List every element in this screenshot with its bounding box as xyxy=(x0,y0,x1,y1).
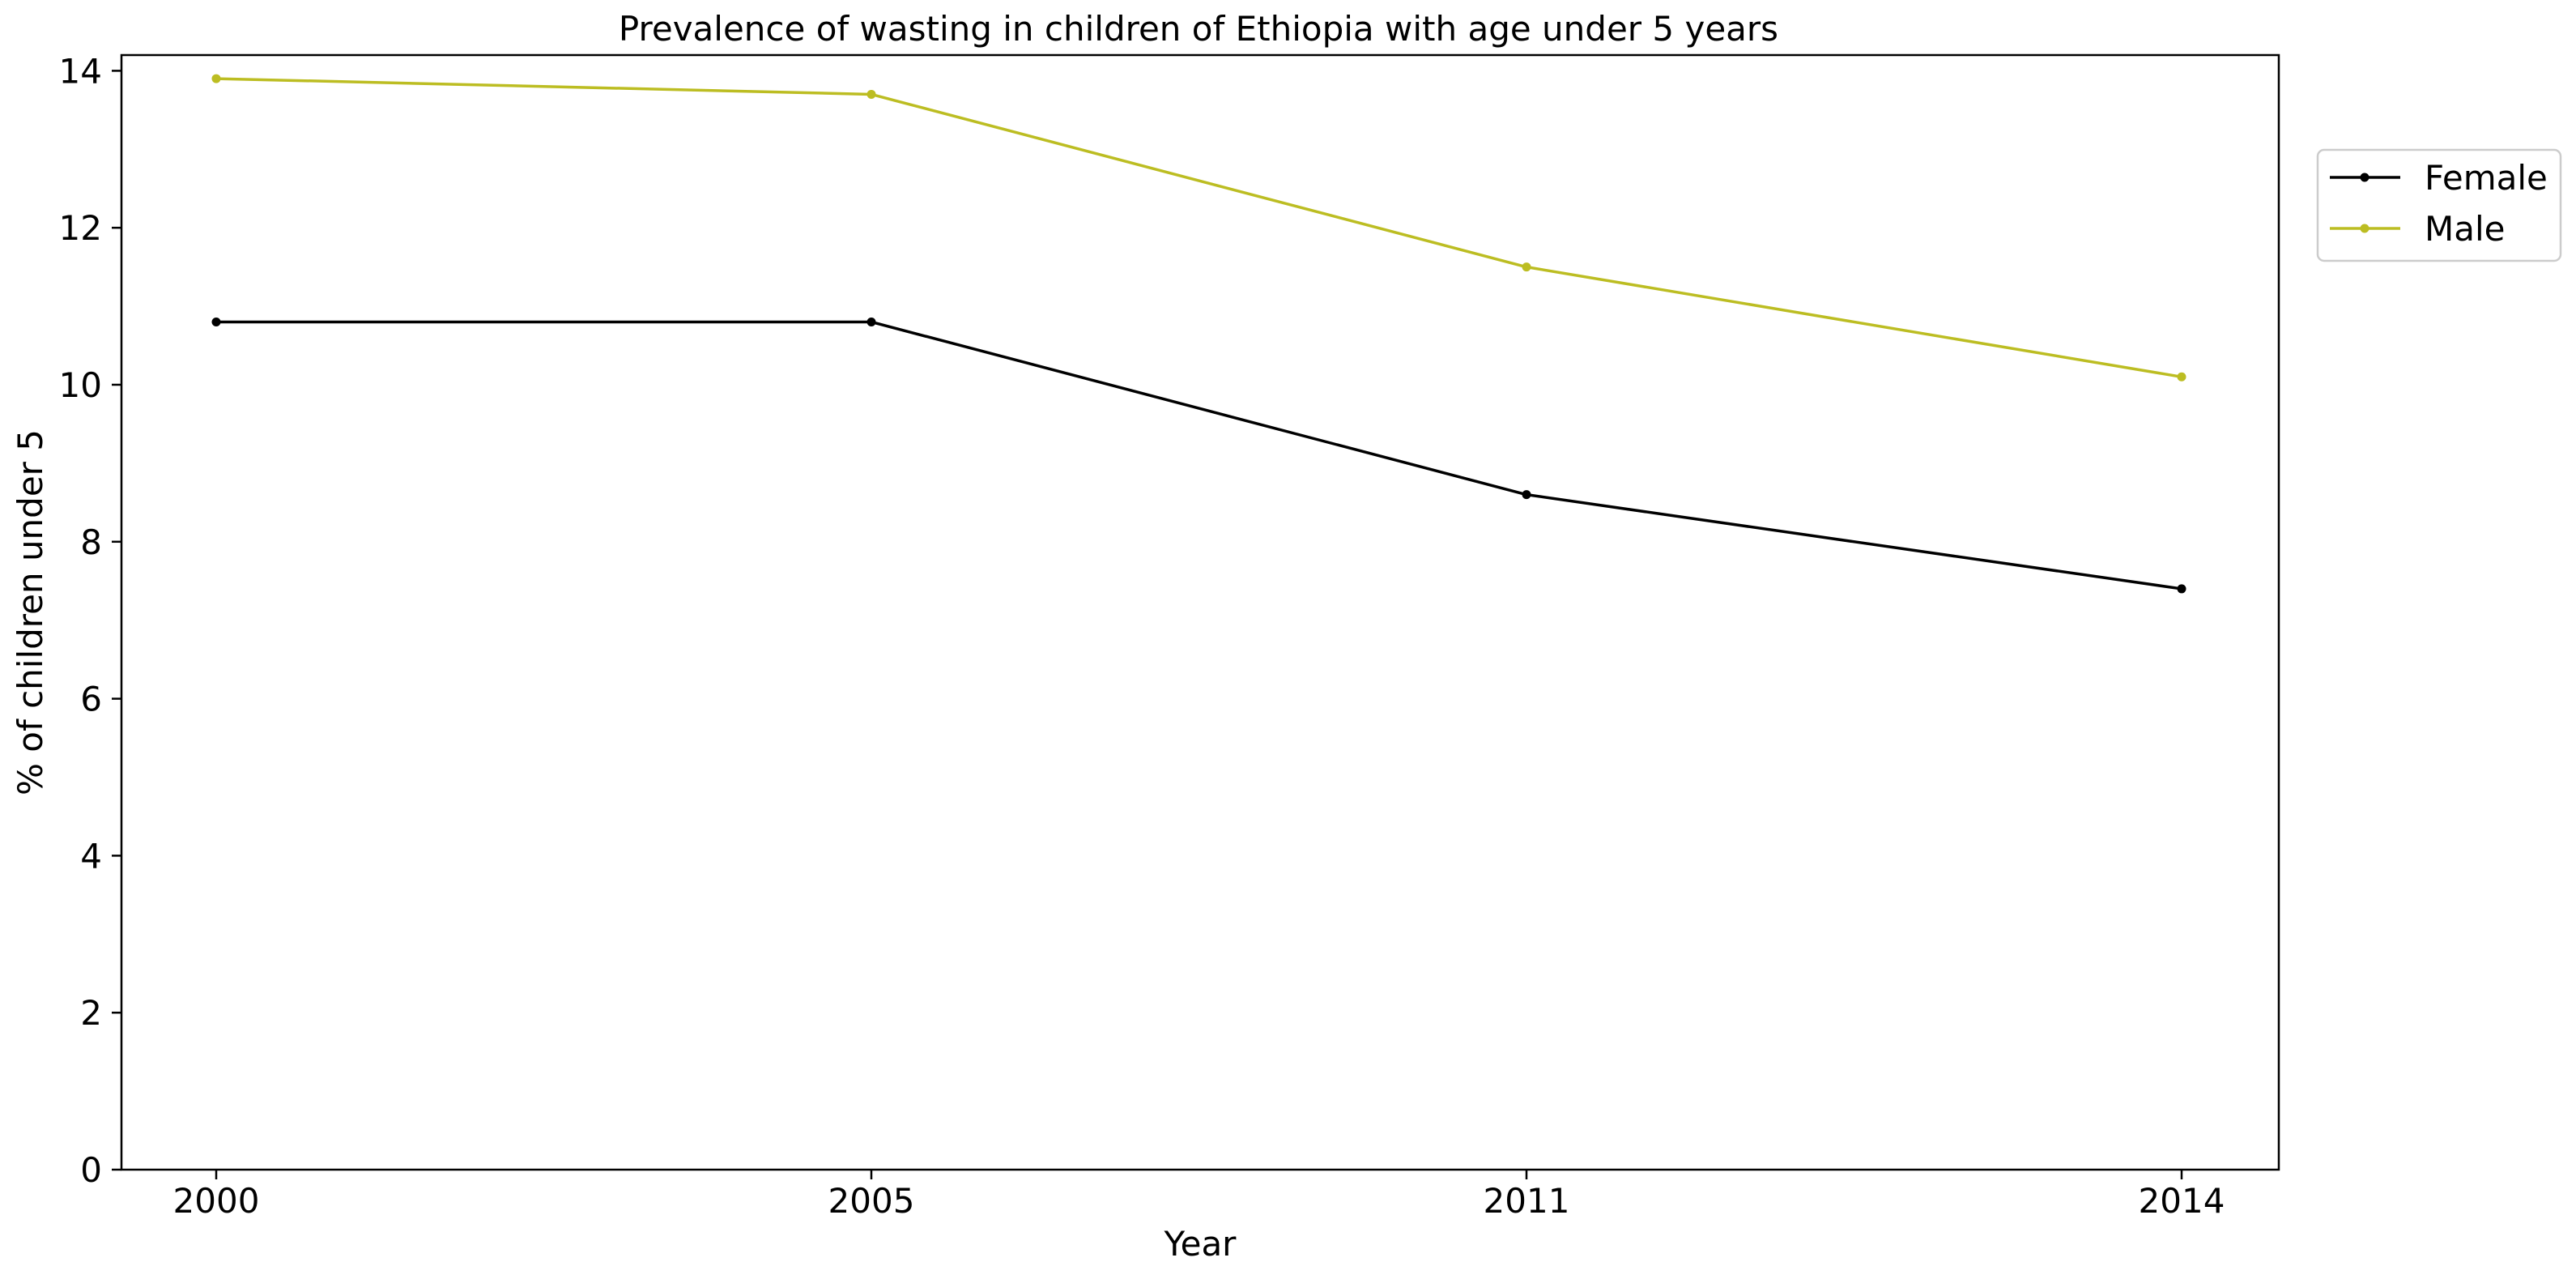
data-point-female xyxy=(1522,490,1531,500)
legend: Female Male xyxy=(2316,148,2562,262)
x-tick-label: 2000 xyxy=(173,1181,260,1221)
series-line-male xyxy=(215,77,2183,379)
axes-frame xyxy=(120,53,2280,1171)
x-tick-label: 2005 xyxy=(828,1181,915,1221)
legend-items: Female Male xyxy=(2330,158,2548,249)
data-point-female xyxy=(211,317,221,326)
legend-marker-male xyxy=(2360,224,2369,233)
legend-label-female: Female xyxy=(2425,158,2548,198)
data-point-female xyxy=(866,317,876,326)
x-tick-label: 2014 xyxy=(2139,1181,2225,1221)
y-tick-label: 6 xyxy=(80,680,102,719)
x-tick-label: 2011 xyxy=(1484,1181,1570,1221)
y-tick-label: 10 xyxy=(59,365,102,405)
legend-marker-female xyxy=(2360,173,2369,182)
y-tick-label: 12 xyxy=(59,208,102,248)
axis-ticks: 2000 2005 2011 2014 0 2 4 6 8 10 12 14 xyxy=(59,51,2225,1221)
y-tick-label: 0 xyxy=(80,1150,102,1190)
chart-title: Prevalence of wasting in children of Eth… xyxy=(619,9,1778,49)
x-axis-label: Year xyxy=(1164,1224,1237,1264)
plot-area xyxy=(211,74,2186,594)
series-line-female xyxy=(215,320,2183,590)
data-point-male xyxy=(211,74,221,83)
y-axis-label: % of children under 5 xyxy=(11,429,50,795)
y-tick-label: 2 xyxy=(80,993,102,1033)
legend-label-male: Male xyxy=(2425,209,2505,249)
y-tick-label: 14 xyxy=(59,51,102,91)
y-tick-label: 8 xyxy=(80,522,102,562)
data-point-female xyxy=(2177,584,2186,594)
data-point-male xyxy=(2177,372,2186,382)
data-point-male xyxy=(1522,262,1531,272)
data-point-male xyxy=(866,89,876,99)
y-tick-label: 4 xyxy=(80,836,102,876)
